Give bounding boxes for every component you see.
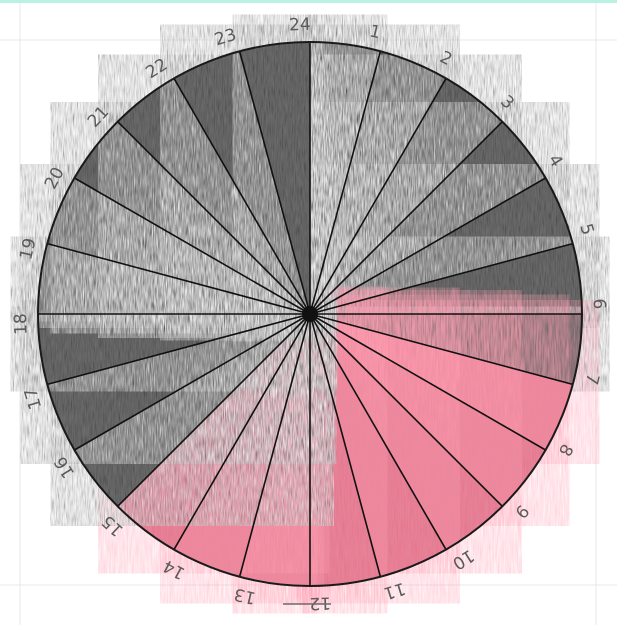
center-hub: [302, 306, 318, 322]
red-shaded-segment: [310, 314, 573, 450]
segment-divider-line: [309, 51, 382, 315]
segment-divider-line: [117, 313, 311, 507]
segment-divider-line: [238, 51, 311, 315]
clock-rim: [37, 41, 583, 587]
pencil-shaded-segment: [174, 51, 310, 314]
red-shaded-segment: [310, 314, 446, 577]
pencil-shaded-segment: [74, 314, 310, 507]
red-shaded-segment: [310, 314, 503, 550]
pencil-shaded-segment: [117, 78, 310, 314]
pencil-shaded-segment: [310, 121, 546, 314]
segment-divider-line: [74, 177, 311, 315]
segment-divider-line: [117, 121, 311, 315]
segment-divider-line: [238, 313, 311, 577]
hour-label: 18: [11, 313, 32, 335]
red-shaded-segment: [174, 314, 310, 577]
pencil-shaded-segment: [74, 121, 310, 314]
hour-label: 24: [289, 15, 311, 36]
segment-divider-line: [309, 313, 573, 386]
hour-label: 6: [589, 298, 609, 310]
segment-divider-line: [74, 313, 311, 451]
hour-label: 7: [581, 371, 603, 386]
hour-label: 19: [16, 236, 40, 262]
hour-label: 13: [232, 583, 258, 607]
pencil-shaded-segment: [47, 178, 310, 314]
segment-divider-line: [173, 78, 311, 315]
segment-divider-line: [309, 78, 447, 315]
pencil-shaded-segment: [310, 178, 573, 314]
segment-divider-line: [309, 242, 573, 315]
segment-divider-line: [309, 177, 546, 315]
segment-divider-line: [309, 121, 503, 315]
pencil-shaded-segment: [310, 78, 503, 314]
hour-label: 12: [309, 592, 331, 613]
segment-divider-line: [309, 313, 503, 507]
red-shaded-segment: [117, 314, 310, 550]
segment-divider-line: [47, 313, 311, 386]
segment-divider-line: [309, 313, 546, 451]
segment-dividers: [38, 42, 582, 586]
red-shaded-segment: [310, 314, 546, 507]
segment-divider-line: [309, 313, 447, 550]
hour-label: 1: [367, 21, 382, 43]
segment-divider-line: [47, 242, 311, 315]
segment-divider-line: [173, 313, 311, 550]
segment-divider-line: [309, 313, 382, 577]
pencil-shaded-segment: [47, 314, 310, 450]
pencil-shaded-segment: [310, 51, 446, 314]
top-border: [0, 0, 617, 3]
clock-segments: [38, 42, 582, 586]
